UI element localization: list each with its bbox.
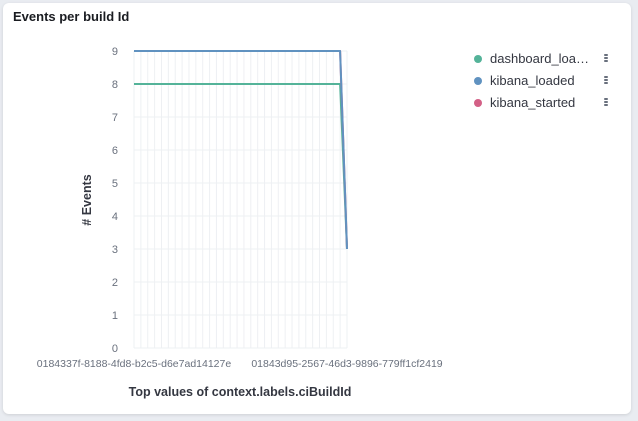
x-axis-title: Top values of context.labels.ciBuildId	[129, 385, 352, 399]
legend-item-dashboard_loaded[interactable]: dashboard_load...	[472, 50, 622, 72]
legend-color-dot	[474, 77, 482, 85]
y-axis-ticks: 0 1 2 3 4 5 6 7 8 9	[112, 46, 118, 355]
y-tick-label: 5	[112, 178, 118, 190]
legend-options-icon[interactable]	[604, 76, 608, 84]
y-tick-label: 7	[112, 112, 118, 124]
x-axis-ticks: 0184337f-8188-4fd8-b2c5-d6e7ad14127e 0184…	[37, 358, 443, 370]
y-tick-label: 4	[112, 211, 118, 223]
y-tick-label: 2	[112, 277, 118, 289]
chart-grid	[133, 50, 348, 349]
panel-title: Events per build Id	[13, 9, 130, 24]
series-line-dashboard_loaded	[134, 83, 348, 250]
legend-options-icon[interactable]	[604, 54, 608, 62]
chart-legend: dashboard_load... kibana_loaded kibana_sta…	[472, 50, 622, 116]
legend-label: dashboard_load...	[490, 51, 594, 66]
legend-options-icon[interactable]	[604, 98, 608, 106]
legend-color-dot	[474, 99, 482, 107]
x-tick-label: 01843d95-2567-46d3-9896-779ff1cf2419	[251, 358, 442, 370]
chart-panel: Events per build Id	[3, 3, 631, 414]
y-axis-title: # Events	[80, 174, 94, 225]
legend-item-kibana_started[interactable]: kibana_started	[472, 94, 622, 116]
y-tick-label: 9	[112, 46, 118, 58]
y-tick-label: 8	[112, 79, 118, 91]
legend-color-dot	[474, 55, 482, 63]
series-line-kibana_loaded	[134, 50, 348, 250]
x-tick-label: 0184337f-8188-4fd8-b2c5-d6e7ad14127e	[37, 358, 232, 370]
y-tick-label: 3	[112, 244, 118, 256]
y-tick-label: 1	[112, 310, 118, 322]
y-tick-label: 0	[112, 343, 118, 355]
y-tick-label: 6	[112, 145, 118, 157]
legend-item-kibana_loaded[interactable]: kibana_loaded	[472, 72, 622, 94]
legend-label: kibana_loaded	[490, 73, 575, 88]
legend-label: kibana_started	[490, 95, 576, 110]
series-lines	[134, 50, 348, 250]
